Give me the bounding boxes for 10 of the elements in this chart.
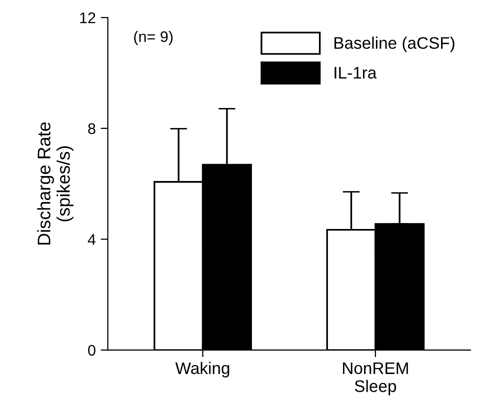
annotation: (n= 9) — [134, 30, 173, 46]
y-tick-label: 4 — [88, 234, 96, 245]
y-tick-label: 12 — [80, 12, 96, 24]
y-tick-label: 0 — [88, 344, 96, 356]
legend-label: Baseline (aCSF) — [334, 36, 454, 52]
y-axis-title: Discharge Rate (spikes/s) — [37, 122, 74, 245]
x-tick-label: NonREM Sleep — [342, 362, 408, 396]
legend-label: IL-1ra — [334, 66, 377, 79]
x-tick-label: Waking — [175, 362, 230, 378]
y-tick-label: 8 — [88, 123, 96, 134]
